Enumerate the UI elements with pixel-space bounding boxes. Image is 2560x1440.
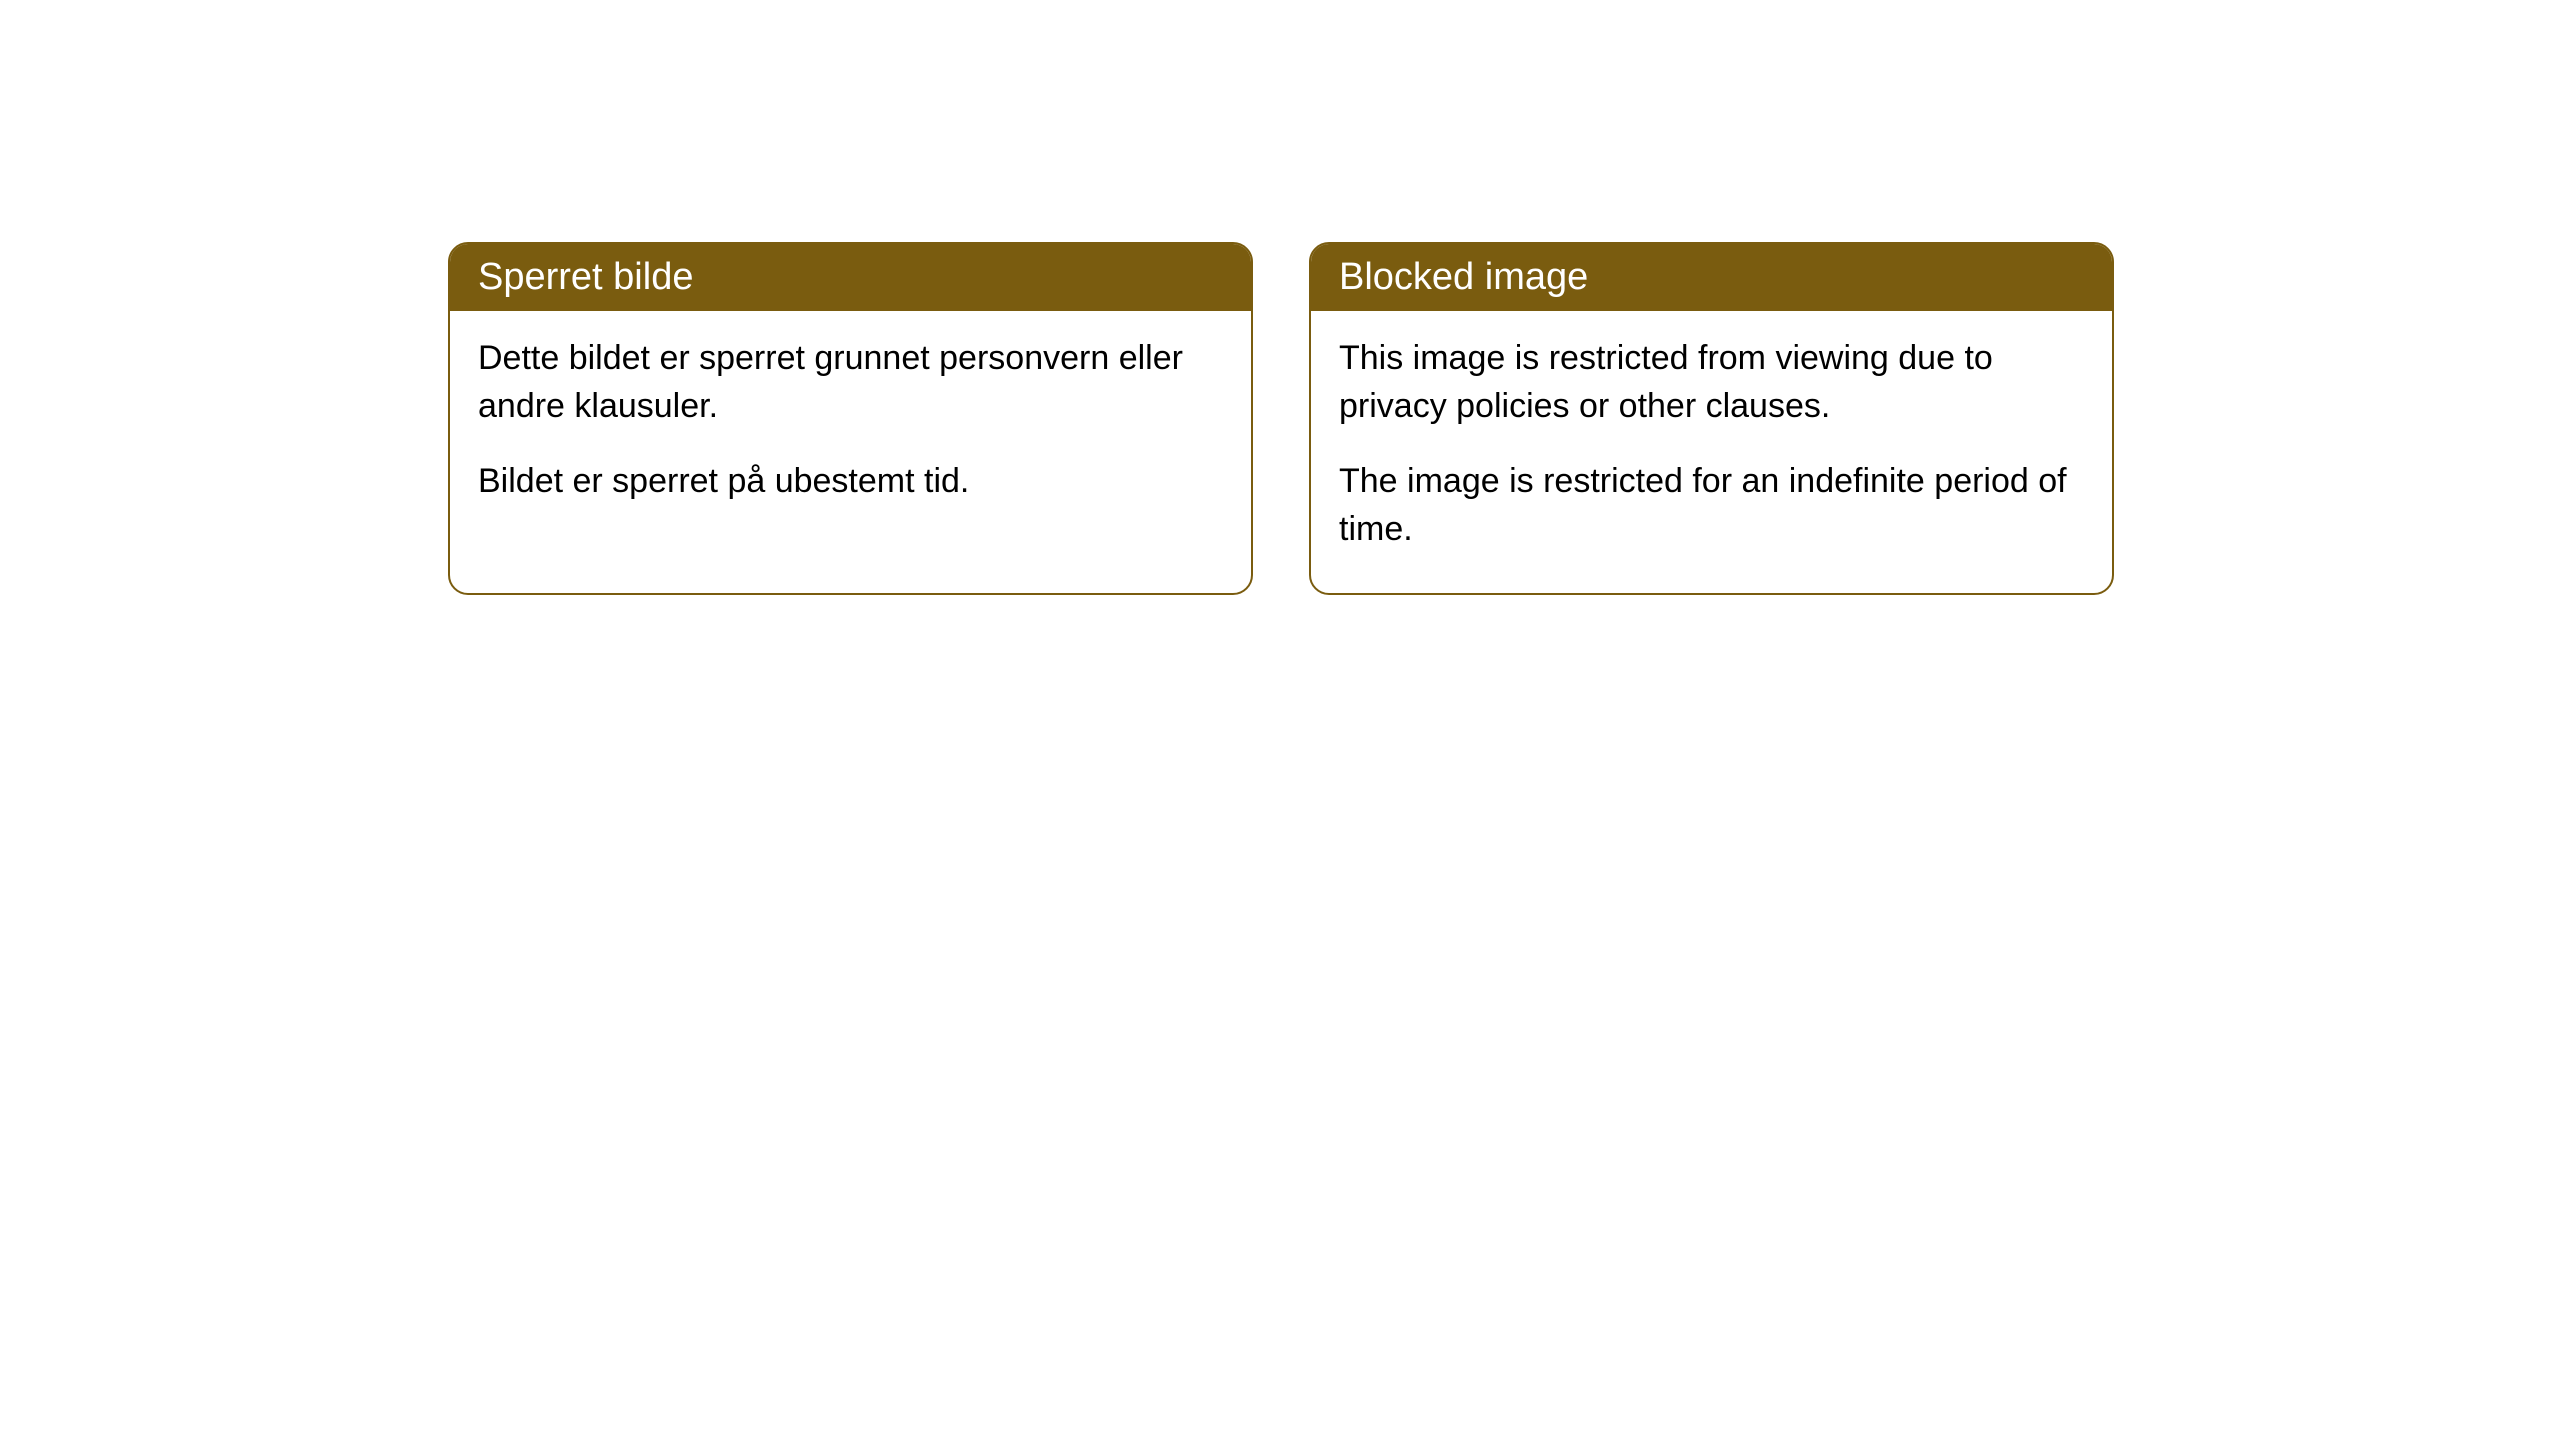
card-header-english: Blocked image <box>1311 244 2112 311</box>
card-body-english: This image is restricted from viewing du… <box>1311 311 2112 593</box>
card-title-norwegian: Sperret bilde <box>478 256 693 298</box>
card-body-norwegian: Dette bildet er sperret grunnet personve… <box>450 311 1251 546</box>
blocked-image-card-norwegian: Sperret bilde Dette bildet er sperret gr… <box>448 242 1253 595</box>
card-text-english-line2: The image is restricted for an indefinit… <box>1339 458 2084 553</box>
card-text-norwegian-line1: Dette bildet er sperret grunnet personve… <box>478 335 1223 430</box>
blocked-image-card-english: Blocked image This image is restricted f… <box>1309 242 2114 595</box>
card-text-english-line1: This image is restricted from viewing du… <box>1339 335 2084 430</box>
card-text-norwegian-line2: Bildet er sperret på ubestemt tid. <box>478 458 1223 506</box>
card-title-english: Blocked image <box>1339 256 1588 298</box>
notice-cards-container: Sperret bilde Dette bildet er sperret gr… <box>0 0 2560 595</box>
card-header-norwegian: Sperret bilde <box>450 244 1251 311</box>
